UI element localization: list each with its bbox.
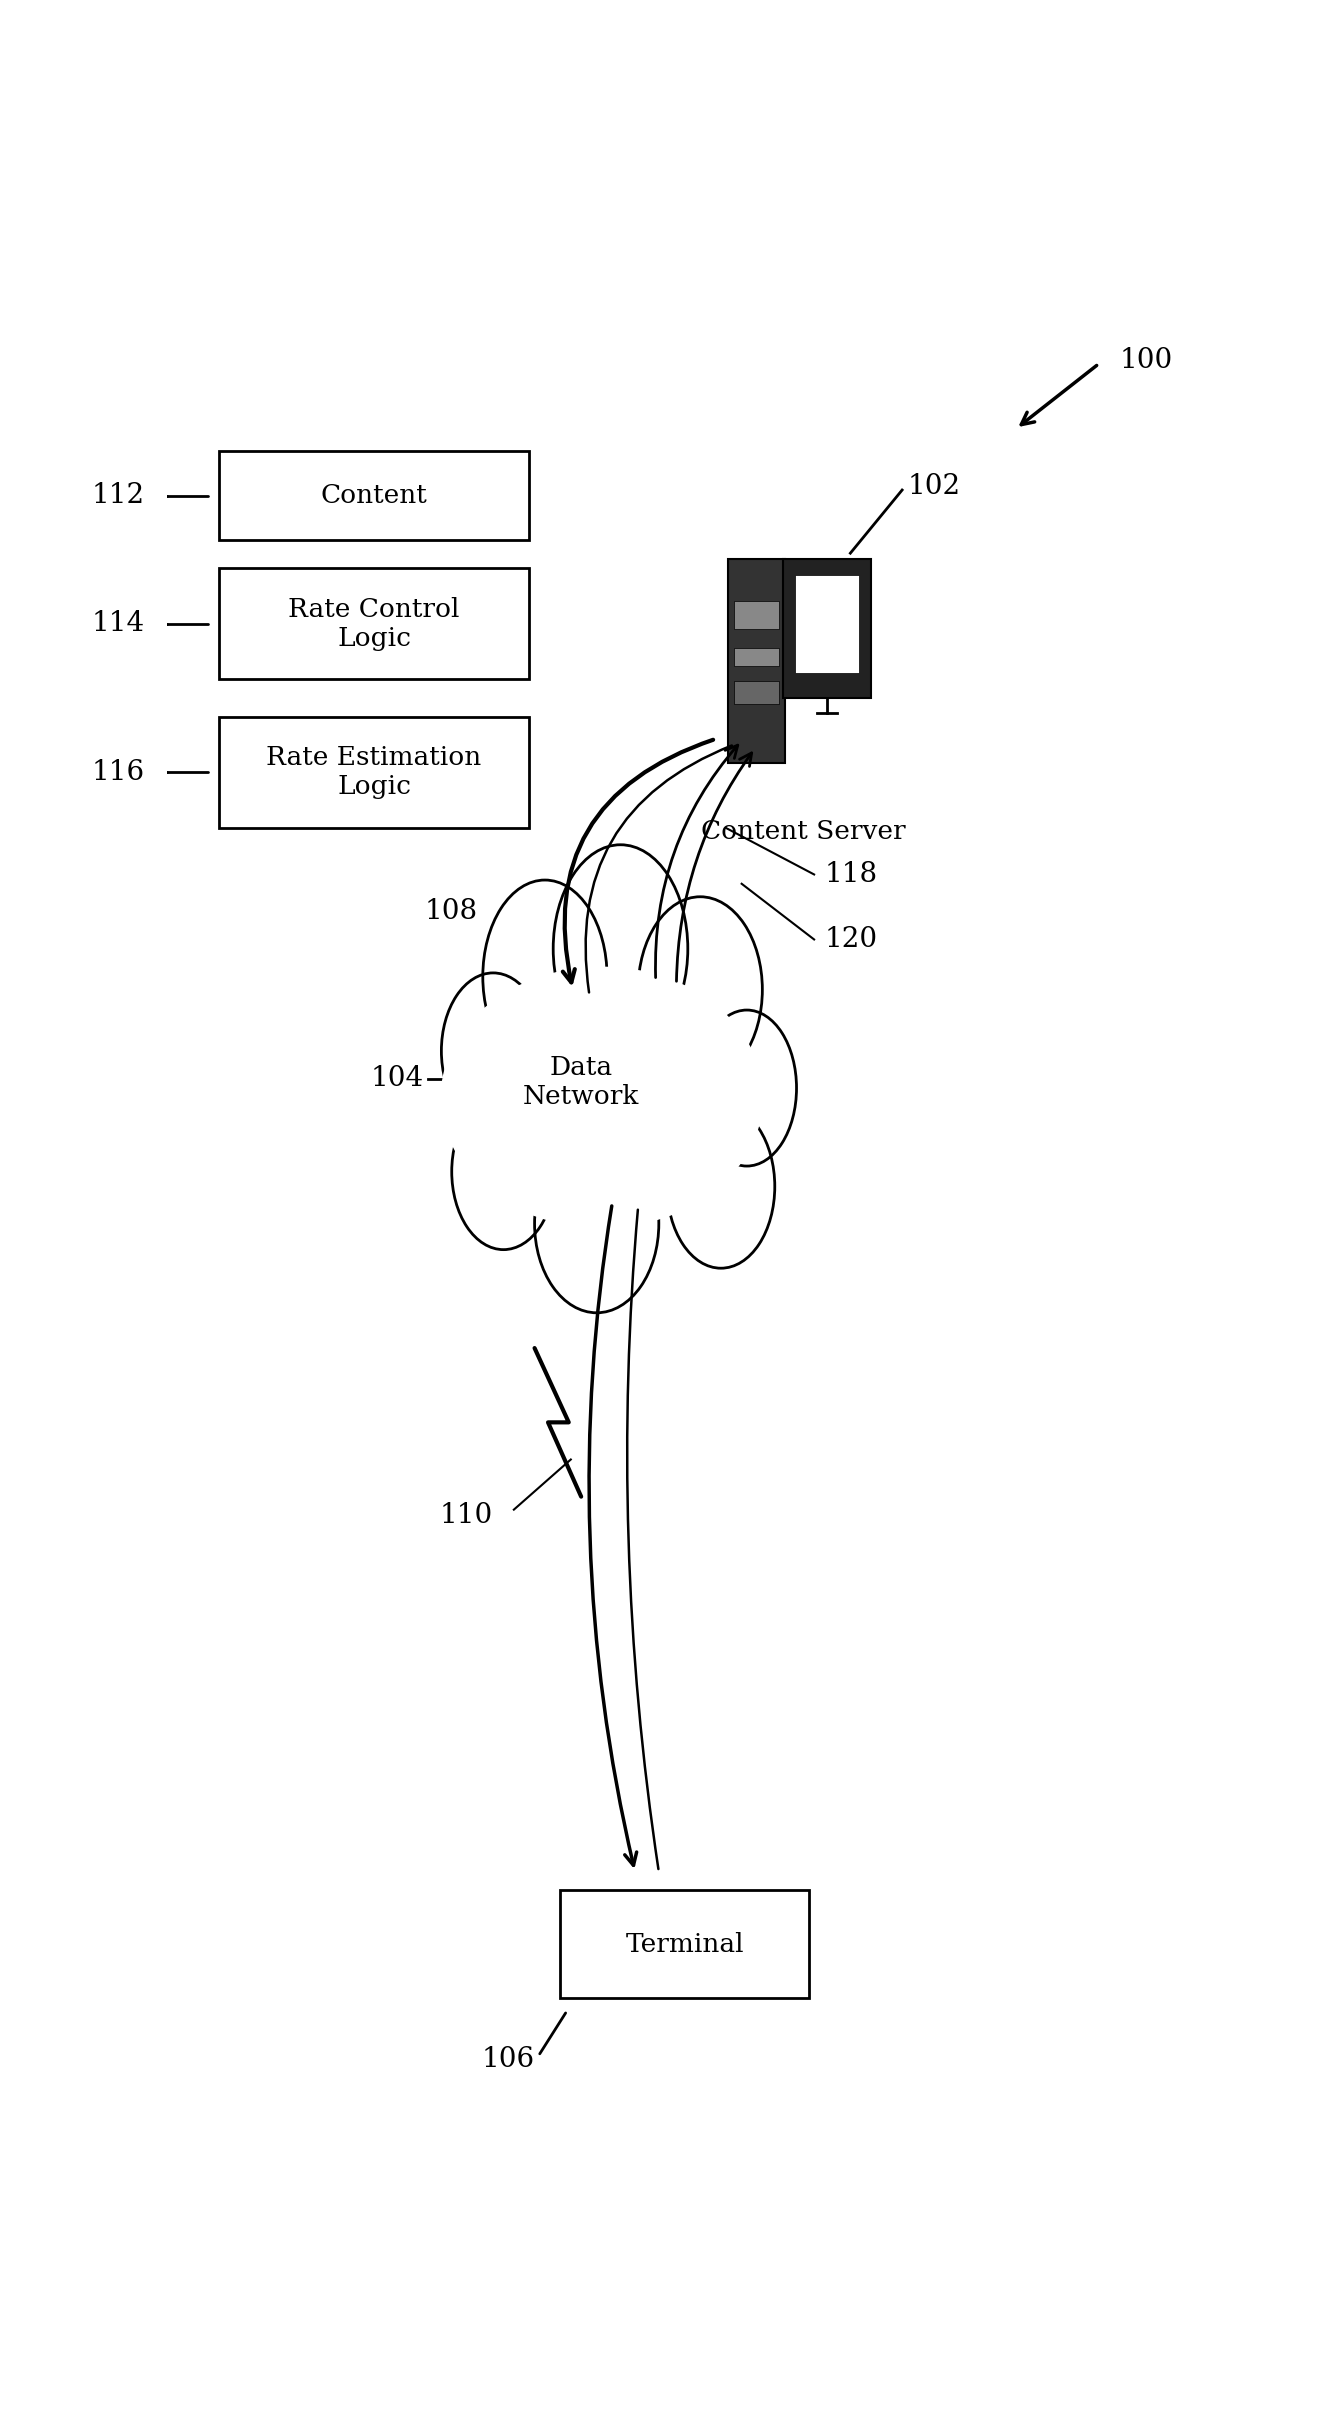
Ellipse shape	[441, 972, 545, 1129]
Text: 108: 108	[425, 897, 478, 926]
Text: Rate Estimation
Logic: Rate Estimation Logic	[266, 745, 482, 798]
Text: 120: 120	[824, 926, 878, 953]
Ellipse shape	[553, 844, 688, 1052]
Ellipse shape	[697, 1011, 796, 1165]
Text: 114: 114	[91, 610, 144, 637]
Text: 100: 100	[1120, 347, 1173, 374]
Bar	[728, 560, 786, 762]
Bar	[219, 716, 529, 827]
Text: 112: 112	[91, 482, 144, 509]
Text: Data
Network: Data Network	[522, 1056, 640, 1110]
Bar	[219, 451, 529, 540]
Bar	[735, 649, 779, 666]
Bar	[735, 601, 779, 630]
Text: 118: 118	[824, 861, 878, 888]
Bar	[735, 680, 779, 704]
Ellipse shape	[667, 1105, 775, 1269]
Text: 104: 104	[370, 1066, 424, 1093]
Ellipse shape	[441, 967, 763, 1228]
Ellipse shape	[639, 897, 763, 1083]
Text: Content: Content	[321, 482, 428, 509]
Ellipse shape	[452, 1093, 556, 1249]
Bar	[783, 560, 871, 697]
Text: 110: 110	[440, 1503, 493, 1529]
Text: Rate Control
Logic: Rate Control Logic	[289, 596, 460, 651]
Ellipse shape	[482, 880, 607, 1073]
Bar	[561, 1891, 810, 1997]
Text: 106: 106	[481, 2045, 534, 2072]
Text: Content Server: Content Server	[701, 818, 906, 844]
Bar	[795, 576, 859, 673]
Bar	[219, 567, 529, 680]
Text: 116: 116	[91, 760, 144, 786]
Ellipse shape	[534, 1134, 659, 1312]
Text: 102: 102	[907, 473, 961, 499]
Text: Terminal: Terminal	[625, 1932, 744, 1956]
